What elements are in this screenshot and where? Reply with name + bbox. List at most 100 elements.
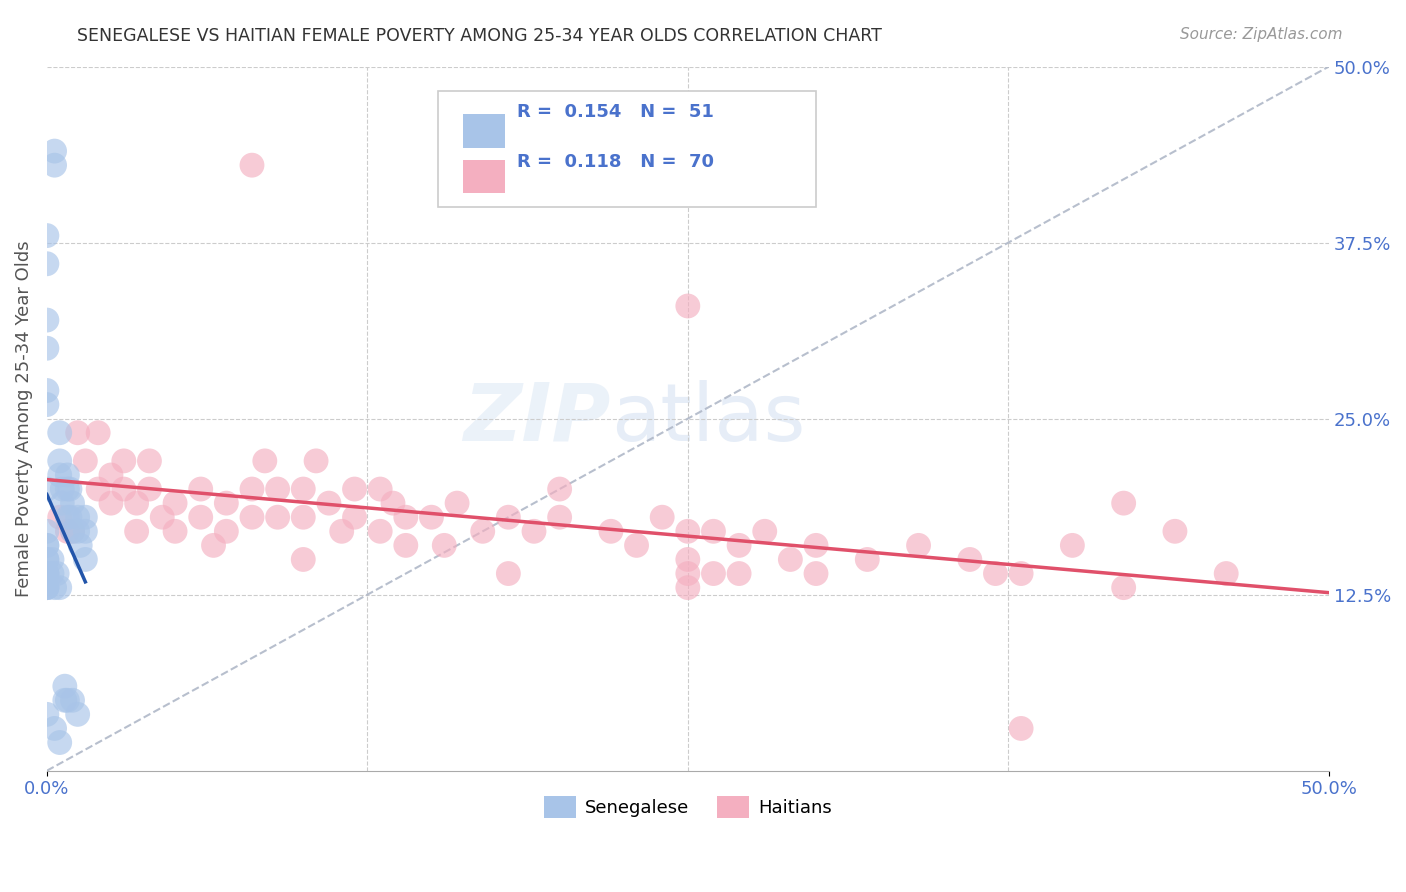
Point — [292, 510, 315, 524]
Point — [959, 552, 981, 566]
Point — [66, 425, 89, 440]
Point — [35, 566, 58, 581]
Point — [48, 467, 70, 482]
Point — [292, 482, 315, 496]
Point — [41, 566, 63, 581]
Point — [754, 524, 776, 539]
Point — [1062, 538, 1084, 552]
Point — [51, 496, 73, 510]
Point — [343, 510, 366, 524]
Point — [48, 454, 70, 468]
Point — [856, 552, 879, 566]
Point — [87, 425, 110, 440]
Point — [215, 496, 238, 510]
Point — [779, 552, 801, 566]
Point — [907, 538, 929, 552]
Point — [190, 482, 212, 496]
Y-axis label: Female Poverty Among 25-34 Year Olds: Female Poverty Among 25-34 Year Olds — [15, 240, 32, 597]
Point — [202, 538, 225, 552]
Point — [728, 566, 751, 581]
Point — [676, 552, 699, 566]
Text: R =  0.154   N =  51: R = 0.154 N = 51 — [517, 103, 714, 120]
Point — [266, 482, 288, 496]
Point — [35, 552, 58, 566]
Point — [1112, 581, 1135, 595]
Point — [676, 566, 699, 581]
Point — [548, 510, 571, 524]
Point — [112, 454, 135, 468]
Point — [44, 158, 66, 172]
Text: R =  0.118   N =  70: R = 0.118 N = 70 — [517, 153, 714, 171]
Point — [75, 454, 97, 468]
Point — [100, 467, 122, 482]
Point — [240, 510, 263, 524]
Point — [292, 552, 315, 566]
Point — [62, 524, 84, 539]
Point — [471, 524, 494, 539]
Point — [1215, 566, 1237, 581]
FancyBboxPatch shape — [437, 91, 815, 208]
Point — [728, 538, 751, 552]
Point — [305, 454, 328, 468]
Point — [368, 524, 391, 539]
Point — [56, 467, 79, 482]
Point — [46, 566, 69, 581]
Point — [44, 581, 66, 595]
Point — [35, 707, 58, 722]
Point — [330, 524, 353, 539]
Point — [702, 524, 724, 539]
Point — [35, 384, 58, 398]
Point — [125, 524, 148, 539]
Point — [498, 566, 520, 581]
Point — [318, 496, 340, 510]
Text: ZIP: ZIP — [464, 380, 612, 458]
Point — [56, 510, 79, 524]
Point — [66, 707, 89, 722]
Point — [395, 538, 418, 552]
Point — [433, 538, 456, 552]
Point — [35, 566, 58, 581]
Point — [62, 496, 84, 510]
Point — [165, 496, 187, 510]
Point — [87, 482, 110, 496]
Point — [56, 524, 79, 539]
Point — [368, 482, 391, 496]
Point — [41, 552, 63, 566]
Point — [984, 566, 1007, 581]
Point — [1164, 524, 1187, 539]
Point — [35, 538, 58, 552]
Point — [150, 510, 173, 524]
Point — [100, 496, 122, 510]
Point — [651, 510, 673, 524]
Point — [53, 693, 76, 707]
Point — [66, 510, 89, 524]
Point — [35, 581, 58, 595]
Point — [48, 510, 70, 524]
Point — [69, 538, 91, 552]
Point — [75, 524, 97, 539]
Bar — [464, 114, 505, 147]
Point — [56, 693, 79, 707]
Point — [190, 510, 212, 524]
Point — [1010, 722, 1032, 736]
Point — [215, 524, 238, 539]
Point — [626, 538, 648, 552]
Point — [266, 510, 288, 524]
Point — [138, 454, 160, 468]
Point — [498, 510, 520, 524]
Point — [44, 144, 66, 158]
Point — [48, 735, 70, 749]
Point — [59, 510, 82, 524]
Point — [35, 313, 58, 327]
Point — [600, 524, 623, 539]
Point — [48, 425, 70, 440]
Point — [44, 722, 66, 736]
Text: SENEGALESE VS HAITIAN FEMALE POVERTY AMONG 25-34 YEAR OLDS CORRELATION CHART: SENEGALESE VS HAITIAN FEMALE POVERTY AMO… — [77, 27, 882, 45]
Text: atlas: atlas — [612, 380, 806, 458]
Point — [676, 299, 699, 313]
Point — [66, 524, 89, 539]
Point — [804, 538, 827, 552]
Point — [1112, 496, 1135, 510]
Point — [382, 496, 405, 510]
Point — [420, 510, 443, 524]
